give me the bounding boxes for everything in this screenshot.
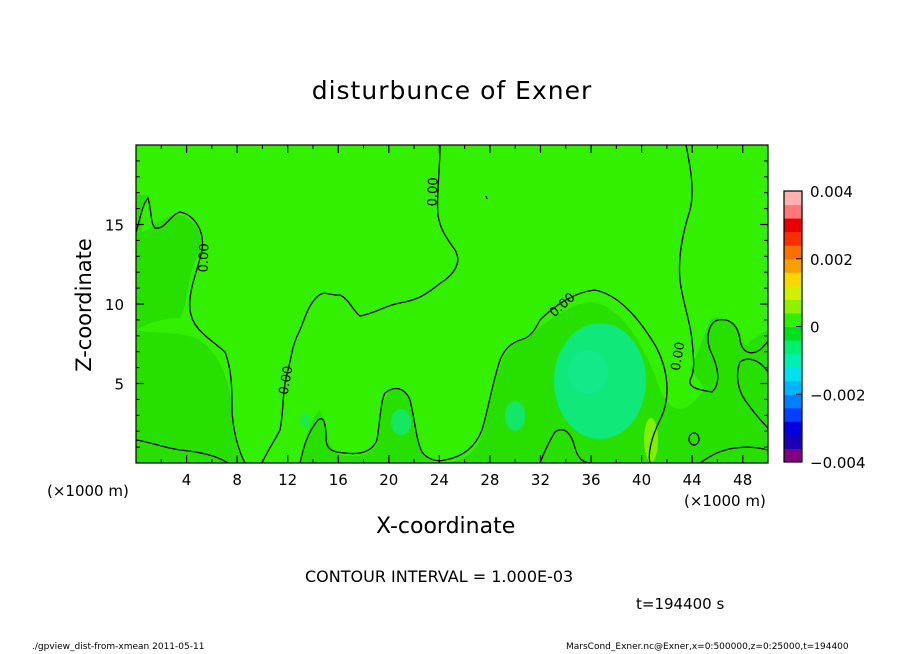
colorbar-tick-label: 0.004 — [810, 183, 853, 201]
blob-x21 — [391, 409, 411, 435]
x-tick-label: 36 — [581, 471, 600, 489]
colorbar-swatch — [784, 204, 802, 219]
zero-contours — [136, 145, 768, 463]
colorbar-tick-label: 0.002 — [810, 251, 853, 269]
contour-interval-text: CONTOUR INTERVAL = 1.000E-03 — [305, 567, 574, 586]
x-tick-label: 24 — [430, 471, 449, 489]
colorbar-swatch — [784, 421, 802, 436]
blob-x40-positive — [644, 418, 658, 462]
contour-left-upper — [136, 196, 246, 463]
colorbar-tick-label: −0.004 — [810, 454, 866, 472]
blob-x13 — [300, 413, 310, 427]
time-stamp: t=194400 s — [636, 595, 725, 613]
colorbar-swatch — [784, 394, 802, 409]
x-unit-label: (×1000 m) — [684, 492, 766, 510]
region-right-top — [690, 317, 768, 463]
y-unit-label: (×1000 m) — [47, 482, 129, 500]
contour-label-5: 0.00 — [669, 341, 689, 372]
y-tick-label: 5 — [114, 376, 124, 394]
footer-right: MarsCond_Exner.nc@Exner,x=0:500000,z=0:2… — [566, 642, 849, 652]
x-tick-label: 8 — [232, 471, 242, 489]
contour-small-ring — [688, 432, 700, 446]
contour-right-lower — [736, 358, 768, 429]
x-tick-label: 40 — [632, 471, 651, 489]
contour-left-base — [136, 439, 229, 463]
contour-right-floor — [699, 446, 768, 463]
colorbar-swatch — [784, 218, 802, 233]
blob-center-strong — [554, 323, 646, 439]
colorbar-swatch — [784, 326, 802, 341]
contour-left-island — [539, 429, 591, 463]
x-tick-label: 48 — [733, 471, 752, 489]
colorbar-swatch — [784, 285, 802, 300]
y-tick-label: 10 — [105, 296, 124, 314]
colorbar-swatch — [784, 367, 802, 382]
x-axis-ticks: 4 8 12 16 20 24 28 32 36 40 44 48 — [160, 145, 752, 489]
colorbar-swatch — [784, 299, 802, 314]
footer-left: ./gpview_dist-from-xmean 2011-05-11 — [32, 642, 205, 652]
contour-right-column — [678, 145, 768, 393]
chart-title: disturbunce of Exner — [311, 76, 593, 105]
colorbar-swatch — [784, 340, 802, 355]
y-tick-label: 15 — [105, 217, 124, 235]
blob-center-core — [568, 350, 608, 394]
colorbar-swatch — [784, 191, 802, 206]
contour-label-1: 0.00 — [197, 243, 213, 272]
contour-central — [261, 145, 459, 463]
colorbar-swatch — [784, 272, 802, 287]
colorbar-tick-label: 0 — [810, 319, 820, 337]
colorbar-swatch — [784, 434, 802, 449]
y-axis-label: Z-coordinate — [72, 238, 96, 372]
blob-x30 — [505, 401, 525, 431]
x-tick-label: 32 — [531, 471, 550, 489]
colorbar: 0.004 0.002 0 −0.002 −0.004 — [783, 183, 866, 472]
contour-lower-lobes — [299, 289, 668, 463]
x-tick-label: 12 — [278, 471, 297, 489]
region-left-low — [136, 195, 201, 330]
colorbar-swatch — [784, 312, 802, 327]
x-tick-label: 4 — [182, 471, 192, 489]
colorbar-swatch — [784, 245, 802, 260]
contour-label-3: 0.00 — [277, 365, 297, 396]
colorbar-swatch — [784, 380, 802, 395]
field-shading — [136, 195, 768, 463]
colorbar-swatch — [784, 231, 802, 246]
y-axis-ticks: 5 10 15 — [105, 160, 768, 448]
x-tick-label: 44 — [683, 471, 702, 489]
colorbar-swatch — [784, 353, 802, 368]
contour-label-2: 0.00 — [426, 177, 442, 206]
colorbar-swatch — [784, 407, 802, 422]
colorbar-tick-label: −0.002 — [810, 386, 866, 404]
region-mid-low — [136, 330, 245, 463]
contour-dot — [485, 195, 488, 200]
colorbar-swatch — [784, 448, 802, 463]
x-axis-label: X-coordinate — [376, 514, 516, 539]
x-tick-label: 28 — [480, 471, 499, 489]
colorbar-swatch — [784, 258, 802, 273]
x-tick-label: 20 — [379, 471, 398, 489]
x-tick-label: 16 — [329, 471, 348, 489]
